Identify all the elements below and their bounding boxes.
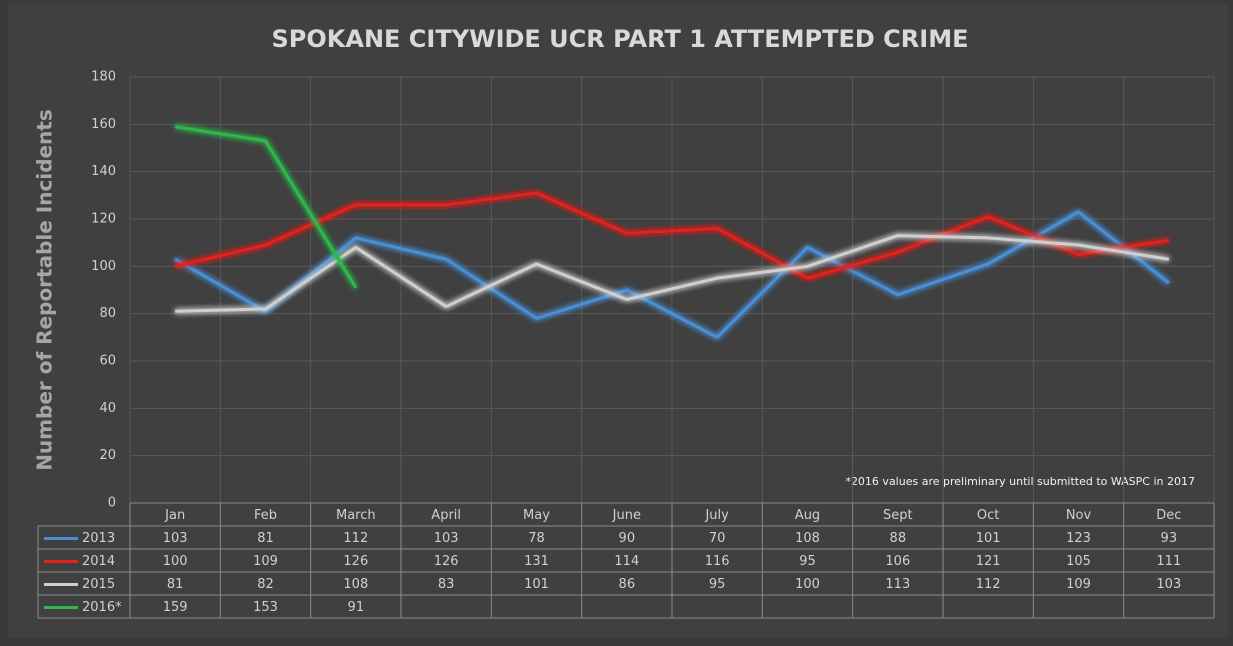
table-value: 103 bbox=[163, 531, 188, 546]
table-value: 113 bbox=[885, 577, 910, 592]
table-value: 109 bbox=[1066, 577, 1091, 592]
table-value: 112 bbox=[976, 577, 1001, 592]
table-value: 126 bbox=[343, 554, 368, 569]
y-tick-label: 80 bbox=[99, 306, 116, 321]
chart-background bbox=[8, 4, 1228, 638]
table-value: 81 bbox=[257, 531, 274, 546]
table-value: 101 bbox=[524, 577, 549, 592]
y-tick-label: 60 bbox=[99, 354, 116, 369]
y-tick-label: 160 bbox=[91, 117, 116, 132]
table-value: 159 bbox=[163, 600, 188, 615]
series-line bbox=[175, 234, 1170, 313]
y-tick-label: 140 bbox=[91, 164, 116, 179]
x-tick-label: Sept bbox=[883, 508, 913, 523]
x-tick-label: June bbox=[612, 508, 641, 523]
table-value: 106 bbox=[885, 554, 910, 569]
table-value: 108 bbox=[343, 577, 368, 592]
table-value: 86 bbox=[619, 577, 636, 592]
table-value: 112 bbox=[343, 531, 368, 546]
table-value: 100 bbox=[795, 577, 820, 592]
table-value: 90 bbox=[619, 531, 636, 546]
y-tick-label: 100 bbox=[91, 259, 116, 274]
x-tick-label: April bbox=[431, 508, 461, 523]
table-value: 78 bbox=[528, 531, 545, 546]
series-line bbox=[174, 191, 1170, 280]
y-tick-label: 120 bbox=[91, 212, 116, 227]
x-tick-label: July bbox=[704, 508, 729, 523]
x-tick-label: Oct bbox=[977, 508, 999, 523]
y-tick-label: 20 bbox=[99, 448, 116, 463]
legend-label: 2015 bbox=[82, 577, 115, 592]
x-tick-label: March bbox=[336, 508, 376, 523]
table-value: 116 bbox=[705, 554, 730, 569]
y-tick-label: 0 bbox=[108, 496, 116, 511]
annotation: *2016 values are preliminary until submi… bbox=[845, 475, 1195, 488]
y-tick-label: 180 bbox=[91, 70, 116, 85]
table-value: 82 bbox=[257, 577, 274, 592]
x-tick-label: Aug bbox=[795, 508, 820, 523]
table-value: 103 bbox=[434, 531, 459, 546]
x-tick-label: Jan bbox=[164, 508, 185, 523]
series-line bbox=[174, 210, 1170, 339]
chart-title: SPOKANE CITYWIDE UCR PART 1 ATTEMPTED CR… bbox=[272, 25, 969, 53]
table-value: 131 bbox=[524, 554, 549, 569]
table-value: 70 bbox=[709, 531, 726, 546]
table-value: 108 bbox=[795, 531, 820, 546]
table-value: 91 bbox=[348, 600, 365, 615]
legend-label: 2013 bbox=[82, 531, 115, 546]
table-value: 95 bbox=[709, 577, 726, 592]
y-tick-label: 40 bbox=[99, 401, 116, 416]
legend-label: 2016* bbox=[82, 600, 122, 615]
x-tick-label: Nov bbox=[1066, 508, 1092, 523]
table-value: 126 bbox=[434, 554, 459, 569]
table-value: 103 bbox=[1156, 577, 1181, 592]
table-value: 88 bbox=[890, 531, 907, 546]
series-line bbox=[174, 125, 358, 289]
table-value: 114 bbox=[614, 554, 639, 569]
table-value: 123 bbox=[1066, 531, 1091, 546]
table-value: 81 bbox=[167, 577, 184, 592]
table-value: 95 bbox=[799, 554, 816, 569]
table-value: 105 bbox=[1066, 554, 1091, 569]
table-value: 101 bbox=[976, 531, 1001, 546]
table-value: 83 bbox=[438, 577, 455, 592]
x-tick-label: Dec bbox=[1156, 508, 1181, 523]
x-tick-label: Feb bbox=[254, 508, 277, 523]
table-value: 93 bbox=[1161, 531, 1178, 546]
legend-label: 2014 bbox=[82, 554, 115, 569]
x-tick-label: May bbox=[523, 508, 550, 523]
table-value: 111 bbox=[1156, 554, 1181, 569]
table-value: 121 bbox=[976, 554, 1001, 569]
y-axis-label: Number of Reportable Incidents bbox=[33, 109, 57, 471]
table-value: 109 bbox=[253, 554, 278, 569]
table-value: 100 bbox=[163, 554, 188, 569]
table-value: 153 bbox=[253, 600, 278, 615]
